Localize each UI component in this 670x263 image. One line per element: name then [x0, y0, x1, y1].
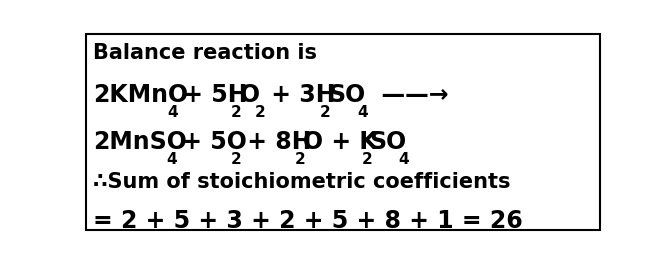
- Text: O + K: O + K: [304, 130, 378, 154]
- Text: 2KMnO: 2KMnO: [93, 83, 188, 107]
- Text: O: O: [240, 83, 260, 107]
- Text: 2: 2: [255, 105, 266, 120]
- Text: 4: 4: [167, 105, 178, 120]
- Text: SO: SO: [370, 130, 407, 154]
- FancyBboxPatch shape: [86, 34, 600, 230]
- Text: Balance reaction is: Balance reaction is: [93, 43, 317, 63]
- Text: + 5O: + 5O: [174, 130, 247, 154]
- Text: = 2 + 5 + 3 + 2 + 5 + 8 + 1 = 26: = 2 + 5 + 3 + 2 + 5 + 8 + 1 = 26: [93, 209, 523, 233]
- Text: 2: 2: [231, 105, 242, 120]
- Text: 2: 2: [230, 152, 241, 167]
- Text: 2MnSO: 2MnSO: [93, 130, 187, 154]
- Text: ——→: ——→: [365, 83, 449, 107]
- Text: 4: 4: [166, 152, 176, 167]
- Text: + 3H: + 3H: [263, 83, 336, 107]
- Text: SO: SO: [328, 83, 365, 107]
- Text: 2: 2: [320, 105, 330, 120]
- Text: 2: 2: [295, 152, 306, 167]
- Text: + 5H: + 5H: [175, 83, 247, 107]
- Text: ∴Sum of stoichiometric coefficients: ∴Sum of stoichiometric coefficients: [93, 173, 511, 193]
- Text: + 8H: + 8H: [239, 130, 312, 154]
- Text: 2: 2: [361, 152, 372, 167]
- Text: 4: 4: [357, 105, 368, 120]
- Text: 4: 4: [399, 152, 409, 167]
